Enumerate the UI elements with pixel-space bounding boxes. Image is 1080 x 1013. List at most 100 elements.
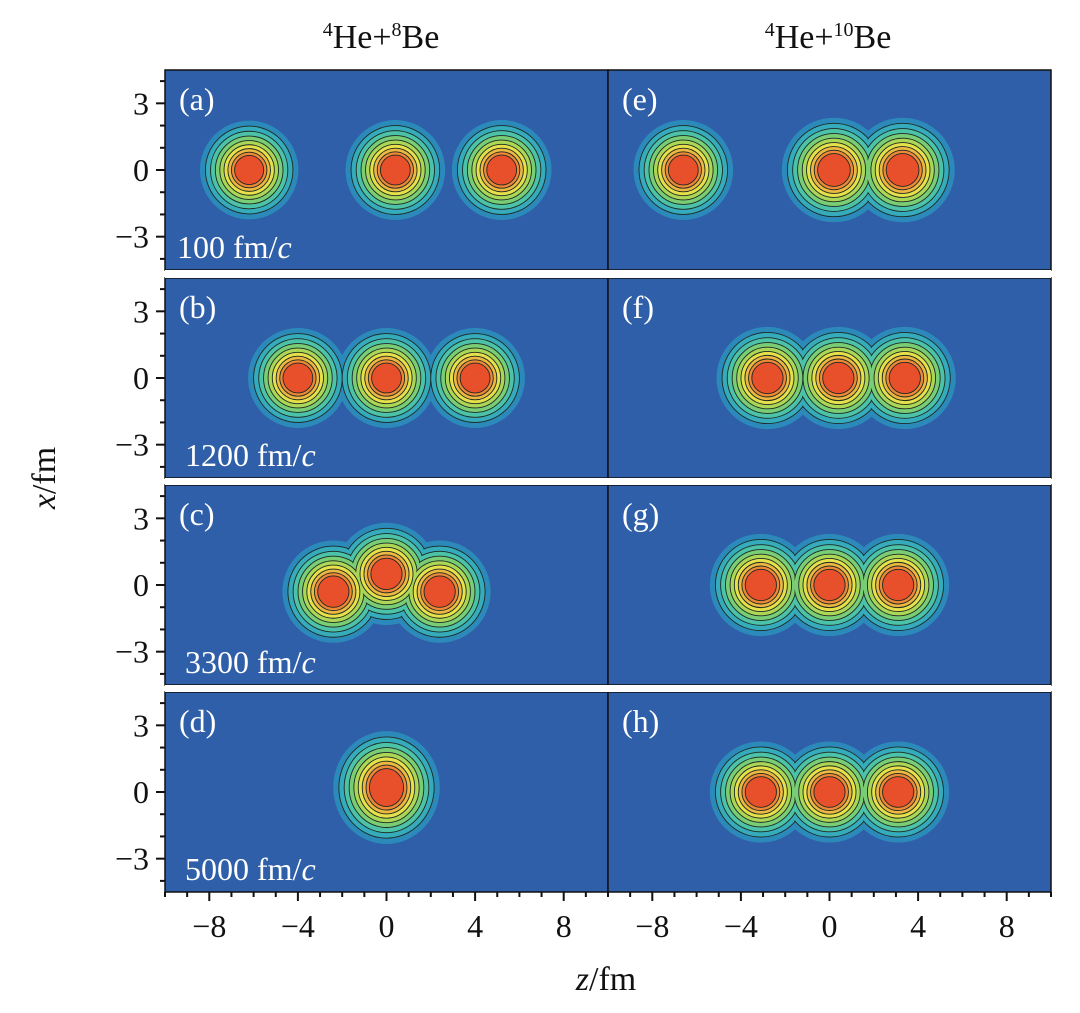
x-tick-label: −4 [724,908,758,944]
time-unit: fm/ [257,437,302,473]
title-left-element-2: Be [402,19,440,56]
contour-fill [669,156,698,184]
y-axis-label: x/fm [26,447,63,510]
y-tick-label: 0 [133,152,149,188]
time-unit: fm/ [257,644,302,680]
contour-fill [883,570,913,600]
panel-g: (g) [607,484,1052,686]
title-right-mass-b: 10 [834,19,854,41]
contour-fill [814,570,845,600]
time-value: 5000 [185,851,257,887]
x-tick-label: −4 [281,908,315,944]
panel-d: (d) 5000 fm/c [164,691,609,893]
contour-level-9 [282,362,491,394]
y-tick-label: 3 [133,707,149,743]
density-contours [633,117,955,223]
contour-fill [823,363,854,393]
title-left-element-1: He+ [333,19,392,56]
contour-fill [461,364,490,392]
contour-fill [752,363,783,393]
panel-c: (c) 3300 fm/c [164,484,609,686]
contour-level-9 [368,768,405,807]
column-title-right: 4He+10Be [765,19,892,56]
row-gap [165,270,1051,278]
y-axis-label-unit: /fm [26,447,63,494]
panel-label: (b) [179,289,216,325]
panel-label: (e) [622,81,658,117]
contour-level-9 [667,153,920,187]
y-tick-label: −3 [115,427,149,463]
panel-e: (e) [607,69,1052,271]
density-contours [282,522,491,643]
x-tick-label: 4 [910,908,926,944]
time-unit-c: c [277,229,291,265]
contour-fill [425,576,455,607]
x-tick-label: 0 [379,908,395,944]
title-right-mass-a: 4 [765,19,775,41]
contour-fill [372,364,401,392]
contour-fill [318,576,348,607]
panels-layer: (a) 100 fm/c (b) 1200 fm/c (c) 3300 fm/c (d) 50… [164,69,1052,893]
y-tick-label: −3 [115,841,149,877]
axes-layer: 3 0 −3 3 0 −3 3 0 −3 3 0 −3 −8 −4 0 4 8 −8 −4 0 4 8 [115,80,1052,944]
panel-h: (h) [607,691,1052,893]
title-left-mass-a: 4 [323,19,333,41]
contour-fill [370,769,403,806]
panel-label: (f) [622,289,654,325]
contour-fill [890,363,920,393]
panel-f: (f) [607,277,1052,479]
row-gap [165,478,1051,485]
contour-fill [487,156,516,184]
density-contours [333,731,440,844]
contour-fill [235,156,263,184]
contour-fill [818,154,850,186]
x-axis-label-var: z [575,961,589,998]
time-label: 3300 fm/c [185,644,316,680]
time-value: 3300 [185,644,257,680]
density-contours [199,120,552,220]
time-label: 100 fm/c [177,229,292,265]
time-value: 1200 [185,437,257,473]
title-right-element-2: Be [854,19,892,56]
contour-fill [814,777,845,807]
contour-level-9 [744,568,915,602]
density-contours [709,741,950,843]
y-tick-label: 3 [133,293,149,329]
panel-a: (a) 100 fm/c [164,69,609,271]
panel-label: (c) [179,496,215,532]
x-tick-label: 8 [556,908,572,944]
time-unit-c: c [301,437,315,473]
contour-fill [371,559,402,589]
contour-fill [746,777,776,807]
panel-b: (b) 1200 fm/c [164,277,609,479]
density-contours [709,533,950,637]
y-tick-label: −3 [115,219,149,255]
contour-fill [283,364,312,392]
y-tick-label: 0 [133,360,149,396]
column-title-left: 4He+8Be [323,19,440,56]
x-tick-label: 0 [822,908,838,944]
time-label: 1200 fm/c [185,437,316,473]
x-tick-label: 8 [999,908,1015,944]
panel-label: (a) [179,81,215,117]
x-tick-label: −8 [635,908,669,944]
contour-level-9 [744,776,915,808]
y-tick-label: 0 [133,774,149,810]
panel-label: (h) [622,703,659,739]
x-axis-label-unit: /fm [589,961,636,998]
y-tick-label: 0 [133,567,149,603]
time-unit-c: c [301,644,315,680]
y-tick-label: 3 [133,500,149,536]
x-tick-label: −8 [192,908,226,944]
title-right-element-1: He+ [775,19,834,56]
contour-level-9 [751,361,921,395]
row-gap [165,685,1051,692]
density-contours [716,326,956,430]
x-axis-label: z/fm [575,961,636,998]
y-tick-label: 3 [133,85,149,121]
time-label: 5000 fm/c [185,851,316,887]
title-left-mass-b: 8 [392,19,402,41]
time-unit-c: c [301,851,315,887]
contour-fill [883,777,913,807]
